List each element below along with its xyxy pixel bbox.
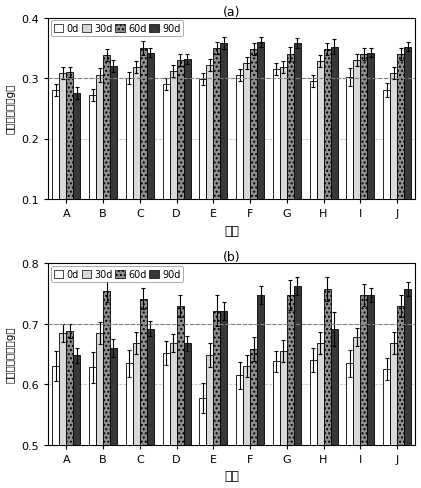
Bar: [353, 61, 360, 260]
Bar: [66, 73, 73, 260]
Bar: [383, 91, 390, 260]
Bar: [273, 362, 280, 488]
Bar: [243, 64, 250, 260]
Bar: [96, 333, 103, 488]
Bar: [163, 85, 170, 260]
Bar: [367, 54, 374, 260]
Bar: [59, 333, 66, 488]
Bar: [52, 366, 59, 488]
Y-axis label: 蜗蚯均均重量（g）: 蜗蚯均均重量（g）: [5, 326, 16, 383]
Bar: [220, 44, 227, 260]
Legend: 0d, 30d, 60d, 90d: 0d, 30d, 60d, 90d: [51, 21, 183, 37]
Bar: [184, 60, 190, 260]
Bar: [184, 344, 190, 488]
Bar: [346, 364, 353, 488]
Bar: [273, 70, 280, 260]
Bar: [147, 54, 154, 260]
Bar: [360, 55, 367, 260]
Bar: [147, 329, 154, 488]
Bar: [287, 295, 294, 488]
Bar: [213, 49, 220, 260]
Bar: [243, 366, 250, 488]
Bar: [397, 55, 404, 260]
Bar: [133, 344, 140, 488]
Bar: [213, 311, 220, 488]
Bar: [309, 361, 317, 488]
Bar: [170, 344, 176, 488]
Bar: [73, 94, 80, 260]
Bar: [103, 56, 110, 260]
Bar: [126, 364, 133, 488]
Bar: [250, 50, 257, 260]
Bar: [236, 76, 243, 260]
X-axis label: 处理: 处理: [224, 224, 239, 237]
Bar: [59, 74, 66, 260]
Bar: [199, 80, 206, 260]
Bar: [140, 299, 147, 488]
Bar: [390, 74, 397, 260]
Bar: [66, 331, 73, 488]
Bar: [110, 348, 117, 488]
Bar: [257, 295, 264, 488]
Bar: [103, 291, 110, 488]
Bar: [294, 44, 301, 260]
Bar: [324, 50, 330, 260]
X-axis label: 处理: 处理: [224, 469, 239, 483]
Legend: 0d, 30d, 60d, 90d: 0d, 30d, 60d, 90d: [51, 267, 183, 283]
Bar: [89, 367, 96, 488]
Bar: [404, 289, 411, 488]
Bar: [176, 61, 184, 260]
Bar: [317, 62, 324, 260]
Bar: [110, 67, 117, 260]
Bar: [163, 353, 170, 488]
Bar: [330, 329, 338, 488]
Bar: [287, 55, 294, 260]
Bar: [330, 47, 338, 260]
Bar: [324, 289, 330, 488]
Bar: [140, 49, 147, 260]
Bar: [73, 356, 80, 488]
Bar: [353, 338, 360, 488]
Bar: [280, 68, 287, 260]
Bar: [404, 47, 411, 260]
Y-axis label: 蜗蚯均均量（g）: 蜗蚯均均量（g）: [5, 84, 16, 134]
Title: (a): (a): [223, 5, 240, 19]
Bar: [52, 91, 59, 260]
Bar: [346, 78, 353, 260]
Bar: [133, 68, 140, 260]
Bar: [199, 398, 206, 488]
Bar: [367, 295, 374, 488]
Bar: [390, 344, 397, 488]
Bar: [294, 287, 301, 488]
Bar: [176, 306, 184, 488]
Bar: [206, 65, 213, 260]
Bar: [383, 369, 390, 488]
Bar: [220, 311, 227, 488]
Title: (b): (b): [223, 251, 240, 264]
Bar: [317, 344, 324, 488]
Bar: [96, 76, 103, 260]
Bar: [280, 351, 287, 488]
Bar: [360, 295, 367, 488]
Bar: [250, 349, 257, 488]
Bar: [257, 42, 264, 260]
Bar: [126, 79, 133, 260]
Bar: [206, 356, 213, 488]
Bar: [236, 376, 243, 488]
Bar: [89, 96, 96, 260]
Bar: [397, 306, 404, 488]
Bar: [170, 72, 176, 260]
Bar: [309, 82, 317, 260]
